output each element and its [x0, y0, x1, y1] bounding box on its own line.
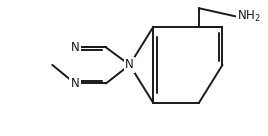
Text: N: N: [70, 41, 79, 54]
Text: NH$_2$: NH$_2$: [237, 9, 261, 24]
Text: N: N: [125, 58, 134, 71]
Text: N: N: [70, 77, 79, 90]
